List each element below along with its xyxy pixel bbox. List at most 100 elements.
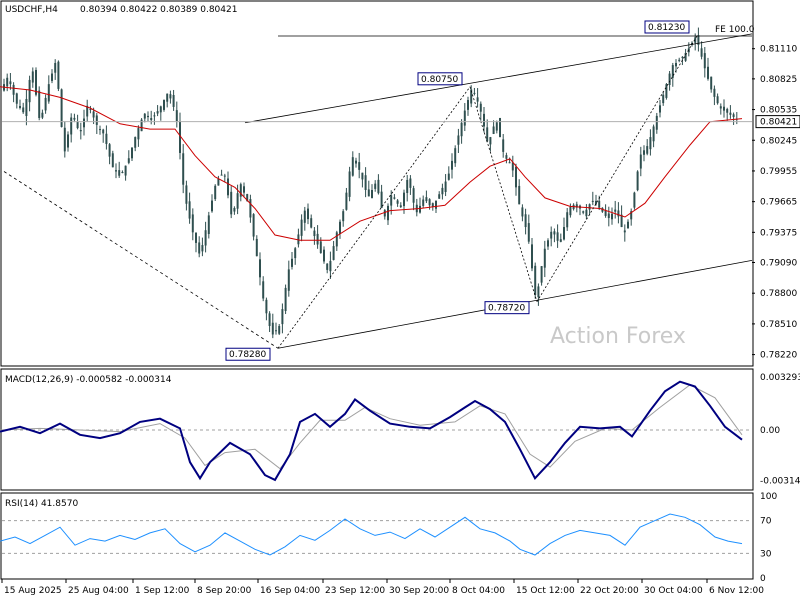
- candle-body: [28, 79, 31, 103]
- macd-series-layer: 0.003293 0.00 -0.003142: [0, 373, 800, 487]
- candle-body: [633, 192, 636, 208]
- price-annotation-box: [225, 347, 271, 361]
- rsi-line: [0, 513, 743, 556]
- candle-body: [163, 100, 165, 110]
- candle-body: [67, 134, 69, 148]
- candle-body: [60, 89, 63, 128]
- candle-body: [47, 84, 50, 102]
- candle-body: [732, 114, 735, 117]
- candle-body: [611, 213, 613, 220]
- candle-body: [457, 135, 460, 145]
- candle-body: [607, 213, 610, 219]
- candle-body: [659, 105, 661, 113]
- candle-body: [275, 330, 277, 332]
- rsi-tick-label: 70: [760, 517, 772, 527]
- candle-body: [707, 66, 709, 79]
- candle-body: [476, 97, 479, 102]
- candle-body: [255, 238, 258, 257]
- candle-body: [684, 52, 687, 61]
- candle-body: [595, 200, 597, 205]
- macd-tick-label: -0.003142: [760, 477, 800, 487]
- macd-tick-label: 0.003293: [760, 373, 800, 383]
- candle-body: [639, 154, 642, 169]
- candle-body: [271, 322, 274, 335]
- candle-body: [118, 170, 121, 176]
- time-tick-label: 30 Oct 04:00: [644, 586, 703, 596]
- time-axis: 15 Aug 2025 25 Aug 04:00 1 Sep 12:00 8 Sep …: [1, 579, 764, 596]
- price-annotation-box: [417, 72, 463, 86]
- candle-body: [249, 199, 252, 218]
- candle-body: [540, 266, 543, 283]
- candle-body: [86, 105, 89, 117]
- candle-body: [201, 245, 204, 252]
- candle-body: [582, 211, 585, 213]
- candle-body: [479, 103, 482, 112]
- candle-body: [182, 153, 185, 185]
- candle-body: [335, 232, 338, 247]
- price-annotation-label: 0.78720: [488, 304, 525, 314]
- price-tick-label: 0.80245: [760, 136, 797, 146]
- candle-body: [361, 172, 364, 180]
- candle-body: [454, 148, 457, 164]
- candle-body: [502, 139, 505, 152]
- candle-body: [191, 214, 194, 233]
- candle-body: [444, 181, 447, 192]
- candle-body: [131, 147, 133, 159]
- candle-body: [358, 162, 361, 170]
- last-price-box: [755, 115, 800, 129]
- rsi-panel: [0, 492, 754, 580]
- price-tick-label: 0.78510: [760, 320, 797, 330]
- candle-body: [563, 227, 565, 240]
- candle-body: [323, 249, 325, 262]
- candle-body: [316, 233, 319, 245]
- rsi-tick-label: 30: [760, 549, 772, 559]
- candle-body: [668, 73, 671, 86]
- candle-body: [460, 122, 463, 137]
- candle-body: [623, 230, 626, 233]
- candle-body: [227, 178, 229, 196]
- candle-body: [169, 94, 172, 99]
- candle-body: [492, 126, 495, 134]
- trendline-layer: 0.78280 0.80750 0.78720 0.81230 FE 100.0: [3, 20, 755, 361]
- candle-body: [425, 197, 428, 202]
- candle-body: [115, 170, 117, 172]
- candle-body: [207, 215, 210, 235]
- candle-body: [140, 119, 143, 132]
- candle-body: [399, 205, 402, 208]
- candle-body: [83, 118, 85, 128]
- time-tick-label: 15 Aug 2025: [4, 586, 62, 596]
- candle-body: [662, 94, 665, 104]
- candle-body: [729, 112, 732, 115]
- candle-body: [716, 96, 719, 104]
- candle-body: [617, 210, 620, 217]
- macd-tick-label: 0.00: [760, 426, 780, 436]
- symbol-label: USDCHF,H4: [5, 5, 58, 15]
- rsi-tick-label: 0: [760, 574, 766, 584]
- last-price-label: 0.80421: [760, 118, 797, 128]
- time-tick-label: 23 Sep 12:00: [325, 586, 385, 596]
- candle-body: [175, 110, 178, 122]
- candle-body: [44, 97, 47, 111]
- candle-body: [374, 183, 377, 189]
- candle-body: [329, 260, 332, 272]
- fe-level-label: FE 100.0: [715, 25, 755, 35]
- candle-body: [79, 130, 82, 132]
- candle-body: [723, 106, 725, 111]
- candle-body: [38, 90, 41, 119]
- candle-body: [284, 287, 287, 311]
- candle-body: [678, 59, 681, 61]
- candle-body: [703, 53, 706, 69]
- candle-body: [681, 56, 684, 58]
- candle-body: [220, 174, 223, 176]
- time-tick-label: 25 Aug 04:00: [68, 586, 129, 596]
- candle-body: [25, 98, 28, 117]
- channel-upper-line: [244, 33, 753, 124]
- candle-body: [105, 133, 108, 144]
- candle-body: [467, 100, 469, 110]
- price-annotation-box: [484, 301, 530, 315]
- candle-body: [441, 187, 444, 195]
- candle-body: [591, 200, 594, 202]
- candle-body: [99, 129, 101, 131]
- ohlc-header: 0.80394 0.80422 0.80389 0.80421: [80, 5, 237, 15]
- candle-body: [89, 109, 92, 111]
